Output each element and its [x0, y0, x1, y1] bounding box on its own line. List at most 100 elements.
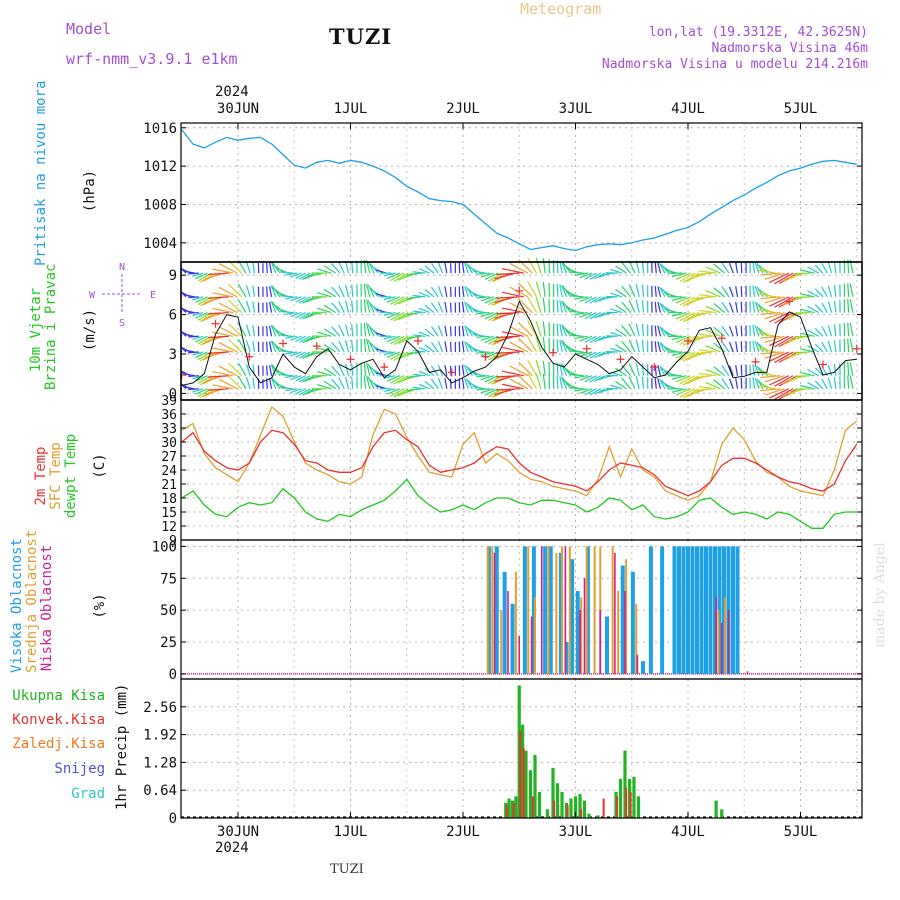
wind-barb [290, 351, 302, 357]
wind-barb [659, 378, 666, 390]
wind-barb [756, 341, 764, 353]
wind-barb [764, 375, 785, 383]
wind-barb [228, 323, 243, 337]
wind-barb [847, 362, 850, 376]
wind-barb [679, 351, 696, 361]
wind-barb [188, 296, 199, 299]
wind-barb [418, 383, 430, 390]
cloud-high-bar [677, 546, 681, 674]
wind-barb [437, 301, 444, 313]
wind-barb [444, 365, 448, 376]
total-rain-bar [578, 794, 582, 818]
wind-barb [769, 388, 790, 399]
total-rain-bar [569, 798, 573, 818]
cloud-high-bar [686, 546, 690, 674]
wind-barb [502, 268, 524, 274]
y-tick-label: 25 [160, 635, 177, 651]
wind-barb [280, 271, 293, 274]
wind-barb [698, 349, 717, 353]
wind-barb [610, 347, 623, 353]
wind-barb [821, 378, 828, 390]
wind-barb [472, 270, 486, 274]
wind-barb [628, 376, 636, 390]
wind-barb [393, 296, 409, 306]
wind-barb [245, 324, 251, 337]
wind-barb [807, 290, 820, 298]
wind-barb [270, 364, 277, 376]
dewpt-ylabel: dewpt Temp [63, 433, 79, 519]
wind-barb [735, 301, 739, 313]
y-tick-label: 100 [152, 539, 177, 555]
wind-barb [308, 296, 323, 301]
wind-barb [502, 331, 524, 337]
wind-barb [641, 339, 645, 353]
wind-barb [367, 284, 375, 298]
wind-barb [252, 261, 256, 274]
wind-barb [295, 351, 306, 358]
wind-barb [621, 285, 632, 298]
y-tick-label: 1004 [143, 236, 177, 252]
wind-barb [351, 324, 354, 337]
total-rain-bar [545, 809, 549, 818]
wind-barb [758, 348, 777, 353]
cloud-high-ylabel: Visoka Oblacnost [9, 538, 25, 673]
wind-barb [752, 301, 756, 313]
wind-barb [641, 260, 645, 274]
x-tick-label-bottom: 1JUL [334, 824, 368, 840]
wind-barb [659, 365, 666, 376]
cloud-mid-bar [585, 546, 588, 674]
wind-barb [527, 296, 538, 313]
cloud-high-bar [605, 616, 609, 674]
wind-barb [628, 323, 636, 337]
wind-barb [569, 373, 584, 377]
wind-barb [518, 322, 533, 337]
wind-barb [266, 341, 268, 353]
wind-barb [574, 335, 588, 340]
wind-barb [484, 388, 499, 396]
cloud-high-bar [548, 546, 553, 674]
wind-barb [518, 361, 533, 377]
footer-station: TUZI [330, 862, 364, 877]
wind-barb [464, 325, 469, 337]
cloud-high-bar [641, 661, 645, 674]
wind-barb [290, 335, 302, 341]
wind-barb [535, 281, 542, 298]
wind-barb [698, 309, 717, 314]
wind-barb [635, 284, 640, 297]
wind-barb [705, 305, 721, 314]
wind-barb [654, 286, 657, 297]
wind-barb [758, 385, 777, 390]
y-tick-label: 0.64 [143, 783, 177, 799]
wind-barb [464, 341, 469, 353]
wind-barb [465, 365, 473, 377]
wind-barb [635, 299, 640, 313]
compass-s: S [119, 318, 125, 329]
wind-barb [285, 335, 298, 339]
wind-barb [654, 262, 657, 274]
wind-barb [756, 365, 764, 377]
wind-barb [584, 296, 597, 304]
wind-barb [465, 262, 473, 274]
wind-barb [212, 307, 234, 314]
wind-barb [721, 365, 730, 377]
wind-barb [584, 312, 597, 320]
wind-barb [509, 325, 529, 337]
wind-barb [181, 291, 187, 298]
wind-barb [559, 260, 563, 274]
wind-barb [754, 301, 760, 313]
wind-barb [559, 300, 563, 313]
wind-barb [774, 351, 794, 364]
wind-barb [290, 296, 302, 302]
x-tick-label-bottom: 2JUL [446, 824, 480, 840]
wind-barb [735, 341, 739, 353]
wind-barb [465, 341, 473, 353]
cloud-high-bar [708, 546, 713, 674]
wind-barb [266, 325, 268, 337]
wind-barb [476, 311, 490, 315]
wind-barb [621, 262, 632, 274]
wind-barb [195, 335, 208, 343]
wind-barb [268, 286, 273, 297]
cloud-high-bar [620, 565, 625, 674]
temp-unit: (C) [92, 453, 108, 479]
wind-barb [728, 286, 734, 298]
